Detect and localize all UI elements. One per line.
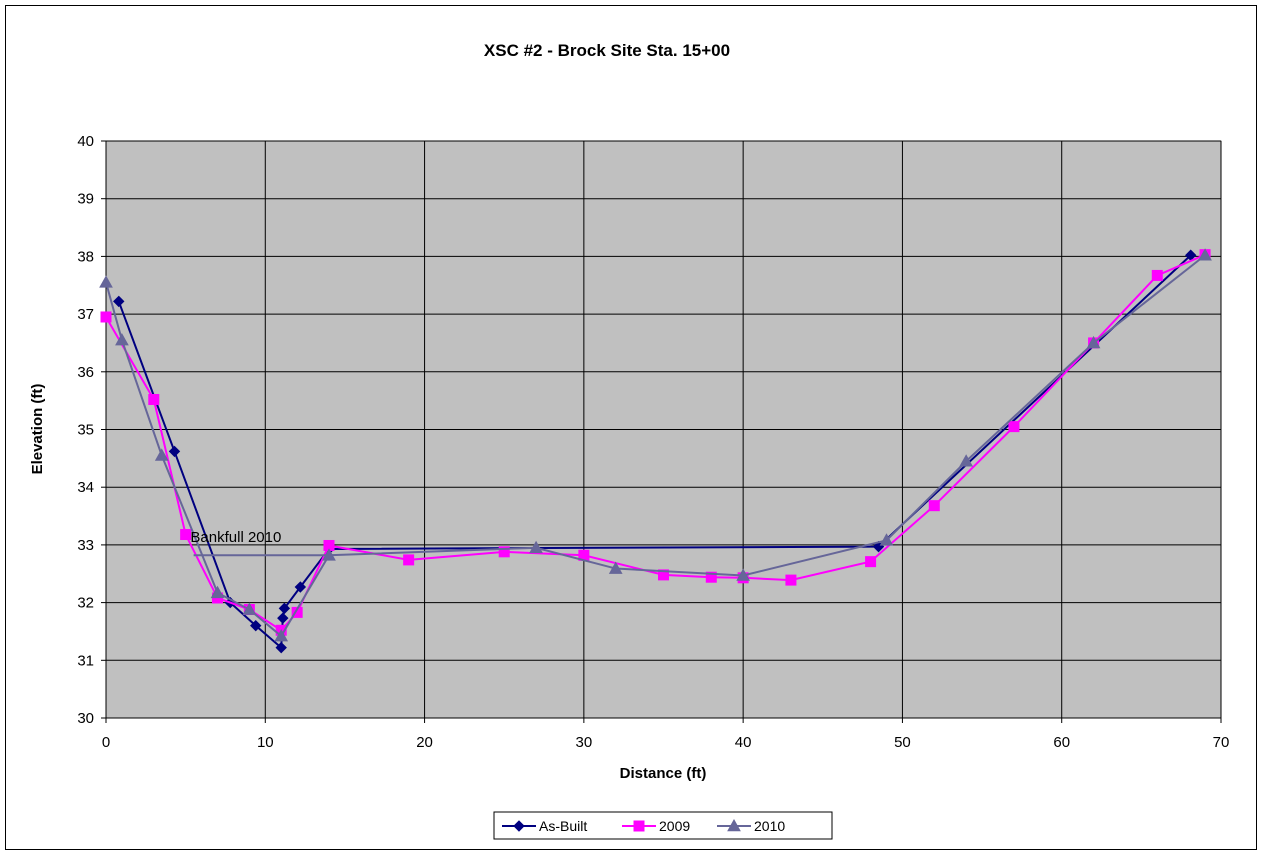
legend-label-as-built: As-Built <box>539 818 587 834</box>
series-2010 <box>99 248 1212 642</box>
y-tick-label: 39 <box>77 191 94 208</box>
y-tick-label: 40 <box>77 133 94 150</box>
data-point-2010 <box>274 629 289 642</box>
y-tick-label: 30 <box>77 710 94 727</box>
chart-title: XSC #2 - Brock Site Sta. 15+00 <box>484 41 730 60</box>
data-point-as-built <box>275 641 287 654</box>
gridlines <box>101 140 1222 723</box>
legend-marker-as-built <box>513 820 525 832</box>
data-point-2010 <box>1086 335 1101 349</box>
legend-label-2009: 2009 <box>659 818 690 834</box>
y-tick-label: 36 <box>77 364 94 381</box>
data-point-as-built <box>168 445 181 458</box>
y-tick-label: 34 <box>77 479 94 496</box>
legend-item-2010: 2010 <box>717 818 785 834</box>
data-point-2009 <box>1008 421 1020 433</box>
data-point-2009 <box>865 556 877 568</box>
y-axis-title: Elevation (ft) <box>29 384 46 475</box>
data-point-2010 <box>99 275 113 288</box>
y-tick-label: 31 <box>77 652 94 669</box>
data-point-2009 <box>180 529 192 541</box>
x-axis-title: Distance (ft) <box>620 765 707 782</box>
series-layer <box>99 248 1212 654</box>
x-tick-label: 40 <box>735 734 752 751</box>
x-tick-label: 20 <box>416 734 433 751</box>
legend: As-Built 2009 2010 <box>493 811 833 840</box>
data-point-as-built <box>278 602 291 615</box>
data-point-as-built <box>294 581 307 593</box>
legend-item-2009: 2009 <box>622 818 690 834</box>
x-tick-label: 0 <box>102 734 110 751</box>
x-tick-label: 10 <box>257 734 274 751</box>
y-tick-label: 33 <box>77 537 94 554</box>
data-point-2010 <box>115 333 129 346</box>
data-point-as-built <box>250 619 262 632</box>
data-point-2009 <box>498 546 510 558</box>
legend-marker-2009 <box>633 820 645 832</box>
data-point-2010 <box>959 454 973 467</box>
x-tick-label: 30 <box>576 734 593 751</box>
y-tick-label: 35 <box>77 422 94 439</box>
data-point-2009 <box>705 571 717 583</box>
data-point-2010 <box>736 568 750 581</box>
data-point-2009 <box>148 393 160 405</box>
legend-marker-2010 <box>727 818 741 832</box>
data-point-2010 <box>210 585 225 599</box>
data-point-2010 <box>242 602 257 615</box>
x-tick-label: 70 <box>1213 734 1230 751</box>
data-point-2009 <box>100 311 112 323</box>
legend-label-2010: 2010 <box>754 818 785 834</box>
data-point-2009 <box>403 554 415 566</box>
x-tick-label: 60 <box>1053 734 1070 751</box>
y-tick-label: 37 <box>77 306 94 323</box>
series-line-2010 <box>105 254 1206 638</box>
bankfull-annotation: Bankfull 2010 <box>190 529 281 546</box>
data-point-2010 <box>608 561 623 574</box>
data-point-2009 <box>928 500 940 512</box>
data-point-2010 <box>154 448 169 461</box>
tick-labels: 30 31 32 33 34 35 36 37 38 39 40 0 10 20 30 40 50 60 70 <box>77 133 1229 751</box>
legend-box <box>493 811 833 840</box>
data-point-2009 <box>658 569 669 581</box>
data-point-as-built <box>113 295 125 308</box>
legend-item-as-built: As-Built <box>502 818 587 834</box>
x-tick-label: 50 <box>894 734 911 751</box>
data-point-2009 <box>785 574 797 586</box>
data-point-2009 <box>1151 269 1163 281</box>
data-point-2010 <box>529 540 543 554</box>
data-point-2010 <box>879 533 894 546</box>
y-tick-label: 38 <box>77 248 94 265</box>
y-tick-label: 32 <box>77 595 94 612</box>
data-point-as-built <box>277 612 289 624</box>
data-point-2010 <box>1198 248 1212 261</box>
